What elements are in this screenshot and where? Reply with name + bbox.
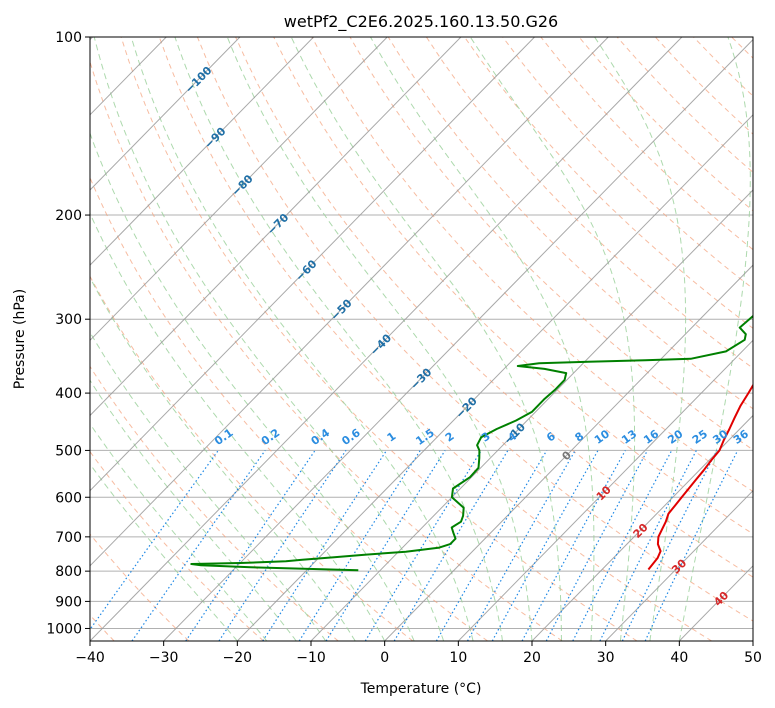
moist-adiabat-line (90, 423, 268, 641)
moist-adiabat-line (90, 331, 327, 641)
dry-adiabat-line (90, 275, 414, 641)
isotherm-line (90, 37, 241, 191)
dry-adiabat-line (311, 37, 753, 493)
mixing-ratio-line (131, 450, 266, 641)
x-tick-label: −40 (75, 650, 105, 666)
moist-adiabats (90, 37, 751, 641)
plot-frame (89, 36, 754, 642)
mixing-ratio-line (364, 450, 482, 641)
y-tick-label: 100 (55, 30, 82, 46)
isotherm-lines (90, 37, 753, 641)
moist-adiabat-line (594, 37, 687, 641)
isotherm-line (90, 37, 535, 492)
y-tick-label: 600 (55, 490, 82, 506)
moist-adiabat-line (93, 37, 445, 641)
chart-title: wetPf2_C2E6.2025.160.13.50.G26 (284, 12, 558, 32)
sounding-series (190, 314, 753, 572)
y-tick-label: 800 (55, 564, 82, 580)
temperature-profile-line (647, 383, 753, 571)
x-tick-label: 10 (449, 650, 467, 666)
x-tick-label: −30 (149, 650, 179, 666)
isotherm-line (310, 189, 753, 641)
moist-adiabat-line (370, 37, 595, 641)
x-tick-label: 0 (380, 650, 389, 666)
isotherm-line (236, 114, 753, 641)
isotherm-line (90, 37, 388, 342)
isotherm-line (163, 38, 753, 641)
mixing-ratio-line (185, 450, 316, 641)
x-tick-label: 50 (744, 650, 762, 666)
y-axis-label: Pressure (hPa) (12, 289, 28, 389)
mixing-ratio-line (491, 450, 599, 641)
y-tick-label: 500 (55, 443, 82, 459)
isotherm-line (90, 37, 609, 567)
mixing-ratio-line (521, 450, 626, 641)
x-axis-label: Temperature (°C) (360, 681, 482, 697)
x-tick-label: 40 (670, 650, 688, 666)
isotherm-line (90, 37, 462, 417)
moist-adiabat-line (90, 276, 356, 641)
isotherm-line (605, 489, 753, 641)
moist-adiabat-line (90, 379, 297, 641)
x-tick-label: 30 (597, 650, 615, 666)
moist-adiabat-line (226, 37, 533, 641)
y-tick-label: 1000 (46, 621, 82, 637)
moist-adiabat-line (90, 463, 238, 641)
mixing-ratio-line (298, 450, 421, 641)
mixing-ratio-line (466, 450, 576, 641)
y-tick-label: 400 (55, 386, 82, 402)
dry-adiabat-line (90, 60, 563, 641)
isotherm-line (90, 37, 683, 641)
moist-adiabat-line (290, 37, 562, 641)
isotherm-line (457, 339, 753, 641)
y-tick-label: 200 (55, 208, 82, 224)
moist-adiabat-line (174, 37, 503, 641)
x-axis-ticks: −40 −30 −20 −10 0 10 20 30 40 50 (75, 641, 762, 666)
mixing-ratio-line (218, 450, 347, 641)
dry-adiabat-line (120, 37, 638, 641)
x-tick-label: −10 (296, 650, 326, 666)
mixing-ratio-lines (90, 450, 739, 641)
y-tick-label: 900 (55, 594, 82, 610)
mixing-ratio-line (262, 450, 388, 641)
mixing-ratio-line (599, 450, 697, 641)
moist-adiabat-line (678, 37, 751, 641)
mixing-ratio-line (621, 450, 718, 641)
dry-adiabat-line (425, 37, 753, 369)
moist-adiabat-line (130, 37, 474, 641)
y-tick-label: 700 (55, 530, 82, 546)
x-tick-label: −20 (223, 650, 253, 666)
isotherm-line (90, 37, 314, 266)
moist-adiabat-line (90, 212, 386, 641)
moist-adiabat-line (469, 37, 636, 641)
isotherm-line (384, 264, 753, 641)
mixing-ratio-line (90, 450, 219, 631)
isotherm-line (531, 414, 753, 641)
y-axis-ticks: 100 200 300 400 500 600 700 800 900 1000 (46, 30, 90, 637)
dry-adiabat-line (90, 365, 339, 641)
x-tick-label: 20 (523, 650, 541, 666)
y-tick-label: 300 (55, 312, 82, 328)
dewpoint-profile-line (190, 314, 753, 572)
